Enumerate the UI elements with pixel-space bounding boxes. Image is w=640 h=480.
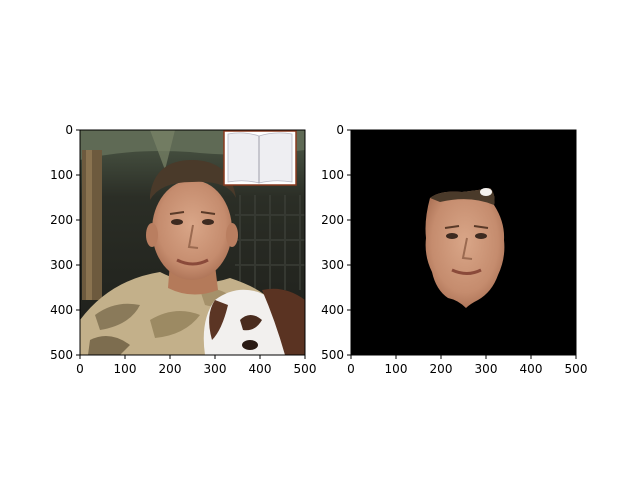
x-tick-label: 400 <box>249 362 272 376</box>
x-tick-label: 0 <box>76 362 84 376</box>
y-tick-label: 300 <box>50 258 73 272</box>
x-tick-label: 500 <box>565 362 588 376</box>
y-tick-label: 300 <box>321 258 344 272</box>
x-tick-label: 300 <box>475 362 498 376</box>
y-tick-label: 100 <box>321 168 344 182</box>
y-tick-label: 500 <box>50 348 73 362</box>
y-tick-label: 400 <box>321 303 344 317</box>
y-tick-label: 400 <box>50 303 73 317</box>
original-photo-image <box>80 130 305 355</box>
y-tick-label: 0 <box>65 123 73 137</box>
y-tick-label: 0 <box>336 123 344 137</box>
x-tick-label: 100 <box>114 362 137 376</box>
x-tick-label: 100 <box>385 362 408 376</box>
y-tick-label: 200 <box>50 213 73 227</box>
book-icon <box>223 130 297 186</box>
axes-frame-original <box>79 129 306 356</box>
x-tick-label: 200 <box>159 362 182 376</box>
x-tick-label: 300 <box>204 362 227 376</box>
y-tick-label: 500 <box>321 348 344 362</box>
x-tick-label: 0 <box>347 362 355 376</box>
x-tick-label: 200 <box>430 362 453 376</box>
y-tick-label: 100 <box>50 168 73 182</box>
face-segmentation-image <box>351 130 576 355</box>
y-tick-label: 200 <box>321 213 344 227</box>
axes-frame-segmentation <box>350 129 577 356</box>
x-tick-label: 400 <box>520 362 543 376</box>
x-tick-label: 500 <box>294 362 317 376</box>
